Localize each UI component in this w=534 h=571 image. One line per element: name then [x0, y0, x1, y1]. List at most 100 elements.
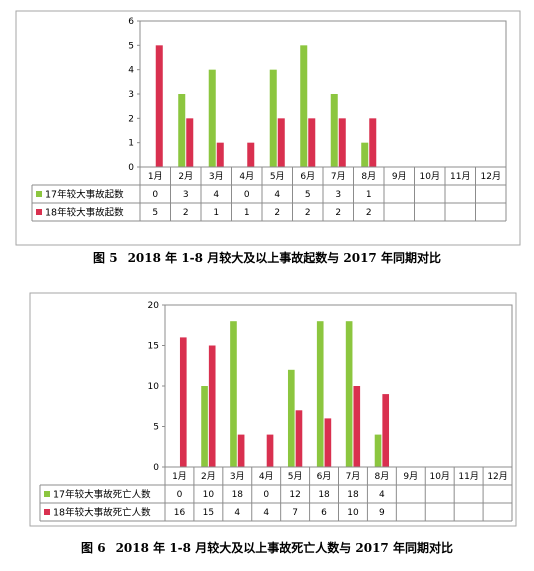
chart-1-bar-series-2-4月: [247, 142, 255, 167]
chart-1-table-value: 2: [366, 208, 372, 218]
chart-2-table-value: 18: [347, 490, 359, 500]
chart-2-y-tick-label: 5: [153, 423, 159, 433]
chart-1-y-tick-label: 2: [128, 114, 134, 124]
chart-2-category-label: 4月: [259, 471, 274, 482]
chart-2-legend-label-2: 18年较大事故死亡人数: [53, 507, 151, 519]
chart-1-legend-swatch-2: [36, 209, 42, 215]
chart-1-table-value: 1: [366, 190, 372, 200]
chart-1-legend-swatch-1: [36, 191, 42, 197]
chart-1-category-label: 2月: [178, 171, 193, 182]
chart-2-table-value: 12: [289, 490, 300, 500]
chart-2-bar-series-2-6月: [324, 418, 332, 467]
chart-2-bar-series-1-3月: [230, 321, 237, 467]
chart-1-bar-series-2-3月: [216, 142, 224, 167]
chart-1-table-value: 2: [305, 208, 311, 218]
chart-2-bar-series-2-5月: [295, 410, 303, 467]
chart-2-legend-swatch-2: [44, 509, 50, 515]
chart-1-table-value: 2: [335, 208, 341, 218]
chart-1-bar-series-2-7月: [338, 118, 346, 167]
chart-1-table-value: 4: [213, 190, 219, 200]
chart-1-bar-series-1-6月: [300, 45, 308, 168]
chart-2-bar-series-1-5月: [287, 369, 295, 467]
chart-1-category-label: 9月: [392, 171, 407, 182]
chart-1-y-tick-label: 0: [128, 163, 134, 173]
chart-1-y-tick-label: 4: [128, 66, 134, 76]
chart-2-bar-series-2-3月: [237, 434, 245, 467]
chart-2-table-value: 4: [263, 508, 269, 518]
chart-1-bar-series-2-5月: [277, 118, 285, 167]
chart-1-table-value: 1: [213, 208, 219, 218]
chart-1-caption-text: 2018 年 1-8 月较大及以上事故起数与 2017 年同期对比: [128, 250, 441, 265]
chart-1-category-label: 1月: [148, 171, 163, 182]
chart-1-bar-series-2-1月: [155, 45, 163, 168]
chart-1-table-value: 3: [335, 190, 341, 200]
chart-2: 0 5 10 15 20 1月 2月 3月 4月 5月 6月 7月 8月 9月 10月 11月 12月 17年较大…: [39, 301, 513, 522]
chart-2-table-value: 18: [232, 490, 244, 500]
chart-2-table-value: 4: [234, 508, 240, 518]
chart-2-bar-series-2-4月: [266, 434, 274, 467]
chart-2-bar-series-2-8月: [382, 394, 390, 467]
chart-2-bar-series-2-7月: [353, 386, 361, 467]
chart-2-bar-series-1-6月: [316, 321, 324, 467]
chart-2-table-value: 0: [263, 490, 269, 500]
chart-2-category-label: 7月: [346, 471, 361, 482]
chart-2-y-tick-label: 0: [153, 463, 159, 473]
chart-1-caption: 图 5 2018 年 1-8 月较大及以上事故起数与 2017 年同期对比: [93, 250, 441, 265]
chart-1-category-label: 4月: [239, 171, 254, 182]
chart-1-category-label: 5月: [270, 171, 285, 182]
chart-2-category-label: 3月: [230, 471, 245, 482]
chart-1-y-tick-label: 6: [128, 17, 134, 27]
chart-2-bar-series-1-7月: [345, 321, 353, 467]
chart-2-category-label: 11月: [458, 471, 478, 482]
chart-1-bar-series-2-8月: [369, 118, 377, 167]
chart-1-category-label: 3月: [209, 171, 224, 182]
chart-2-frame: [29, 292, 517, 527]
chart-2-table-value: 9: [379, 508, 385, 518]
chart-2-table-value: 18: [318, 490, 330, 500]
chart-1-category-label: 12月: [481, 171, 501, 182]
chart-2-caption-fig: 图 6: [81, 541, 106, 555]
chart-1-table-value: 2: [274, 208, 280, 218]
chart-1-y-tick-label: 5: [128, 41, 134, 51]
chart-1-bar-series-1-3月: [208, 69, 216, 167]
chart-1-table-value: 0: [244, 190, 250, 200]
chart-1-table-value: 3: [183, 190, 189, 200]
chart-2-category-label: 2月: [201, 471, 216, 482]
chart-2-caption-text: 2018 年 1-8 月较大及以上事故死亡人数与 2017 年同期对比: [116, 540, 453, 555]
chart-1: 0 1 2 3 4 5 6 1月 2月 3月 4月 5月 6月 7月 8月 9月 10月 11月 12月 17年较大事…: [31, 17, 507, 222]
chart-1-category-label: 7月: [331, 171, 346, 182]
chart-2-bar-series-2-2月: [208, 345, 216, 467]
chart-2-table-value: 0: [177, 490, 183, 500]
chart-1-table-value: 0: [152, 190, 158, 200]
chart-2-category-label: 5月: [288, 471, 303, 482]
chart-2-table-value: 4: [379, 490, 385, 500]
chart-2-legend-label-1: 17年较大事故死亡人数: [53, 489, 151, 501]
chart-1-category-label: 10月: [420, 171, 440, 182]
chart-2-category-label: 12月: [487, 471, 507, 482]
chart-2-bar-series-1-2月: [201, 386, 208, 467]
chart-2-category-label: 9月: [403, 471, 418, 482]
chart-2-bar-series-2-1月: [179, 337, 187, 467]
chart-1-category-label: 8月: [361, 171, 376, 182]
chart-2-y-tick-label: 20: [148, 301, 160, 311]
chart-1-legend-label-2: 18年较大事故起数: [45, 207, 124, 219]
chart-1-table-value: 1: [244, 208, 250, 218]
chart-1-table-value: 5: [152, 208, 158, 218]
chart-2-table-value: 16: [174, 508, 186, 518]
chart-1-y-tick-label: 1: [128, 139, 134, 149]
chart-2-category-label: 8月: [375, 471, 390, 482]
chart-2-legend-swatch-1: [44, 491, 50, 497]
chart-2-table-value: 6: [321, 508, 327, 518]
chart-2-category-label: 1月: [172, 471, 187, 482]
chart-2-table-value: 10: [347, 508, 359, 518]
chart-2-table-value: 7: [292, 508, 298, 518]
chart-1-table-value: 2: [183, 208, 189, 218]
chart-2-table-value: 15: [203, 508, 214, 518]
chart-2-y-tick-label: 15: [148, 342, 159, 352]
chart-1-bar-series-2-6月: [308, 118, 316, 167]
chart-1-y-tick-label: 3: [128, 90, 134, 100]
chart-1-bar-series-1-2月: [178, 94, 186, 167]
chart-1-bar-series-1-7月: [330, 94, 338, 167]
chart-2-category-label: 10月: [429, 471, 449, 482]
